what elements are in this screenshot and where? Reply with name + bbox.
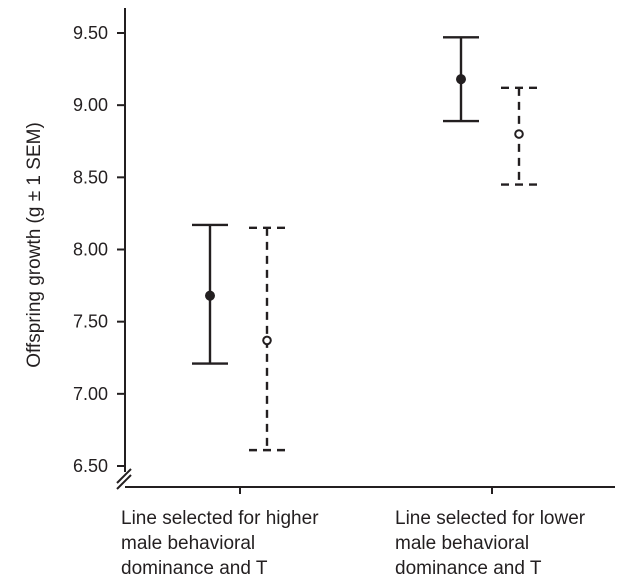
y-axis-title: Offspring growth (g ± 1 SEM)	[24, 122, 45, 368]
category-label: male behavioral	[395, 533, 529, 554]
y-tick-label: 8.50	[73, 167, 108, 187]
data-point-open	[262, 335, 272, 346]
y-tick-label: 6.50	[73, 456, 108, 476]
category-label: male behavioral	[121, 533, 255, 554]
axis-break-mark	[116, 474, 132, 490]
axis-break-mark	[116, 468, 132, 484]
chart-marks	[192, 36, 537, 452]
y-tick-label: 9.00	[73, 95, 108, 115]
category-label: Line selected for lower	[395, 508, 586, 529]
data-point-filled	[205, 290, 215, 301]
category-label: dominance and T	[395, 558, 542, 579]
category-label: Line selected for higher	[121, 508, 319, 529]
y-tick-label: 7.00	[73, 384, 108, 404]
data-point-open	[514, 129, 524, 139]
category-label: dominance and T	[121, 558, 268, 579]
axes: 6.50 7.00 7.50 8.00 8.50 9.00 9.50 Line selecte…	[73, 8, 615, 579]
y-tick-label: 8.00	[73, 240, 108, 260]
y-tick-label: 9.50	[73, 23, 108, 43]
y-tick-label: 7.50	[73, 312, 108, 332]
data-point-filled	[456, 74, 466, 85]
